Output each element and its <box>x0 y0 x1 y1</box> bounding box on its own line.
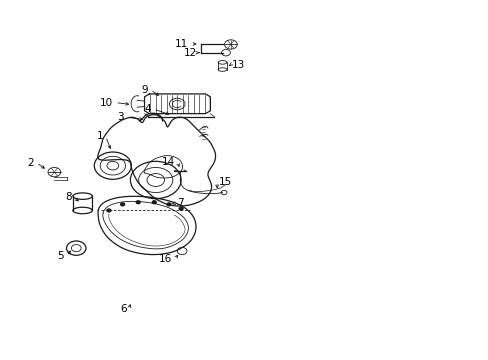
Circle shape <box>121 203 124 206</box>
Circle shape <box>152 201 156 204</box>
Text: 16: 16 <box>159 254 172 264</box>
Text: 1: 1 <box>96 131 103 141</box>
Text: 8: 8 <box>64 192 71 202</box>
Text: 13: 13 <box>232 60 245 70</box>
Text: 4: 4 <box>144 104 151 114</box>
Text: 9: 9 <box>141 85 148 95</box>
Circle shape <box>166 203 170 206</box>
Text: 11: 11 <box>175 39 188 49</box>
Text: 7: 7 <box>177 198 183 208</box>
Text: 3: 3 <box>117 112 123 122</box>
Text: 5: 5 <box>58 251 64 261</box>
Circle shape <box>136 201 140 204</box>
Text: 14: 14 <box>162 157 175 167</box>
Text: 2: 2 <box>27 158 34 168</box>
Text: 6: 6 <box>120 304 126 314</box>
Text: 15: 15 <box>219 177 232 187</box>
Circle shape <box>107 209 111 212</box>
Text: 10: 10 <box>100 98 113 108</box>
Circle shape <box>179 207 183 210</box>
Text: 12: 12 <box>183 48 196 58</box>
